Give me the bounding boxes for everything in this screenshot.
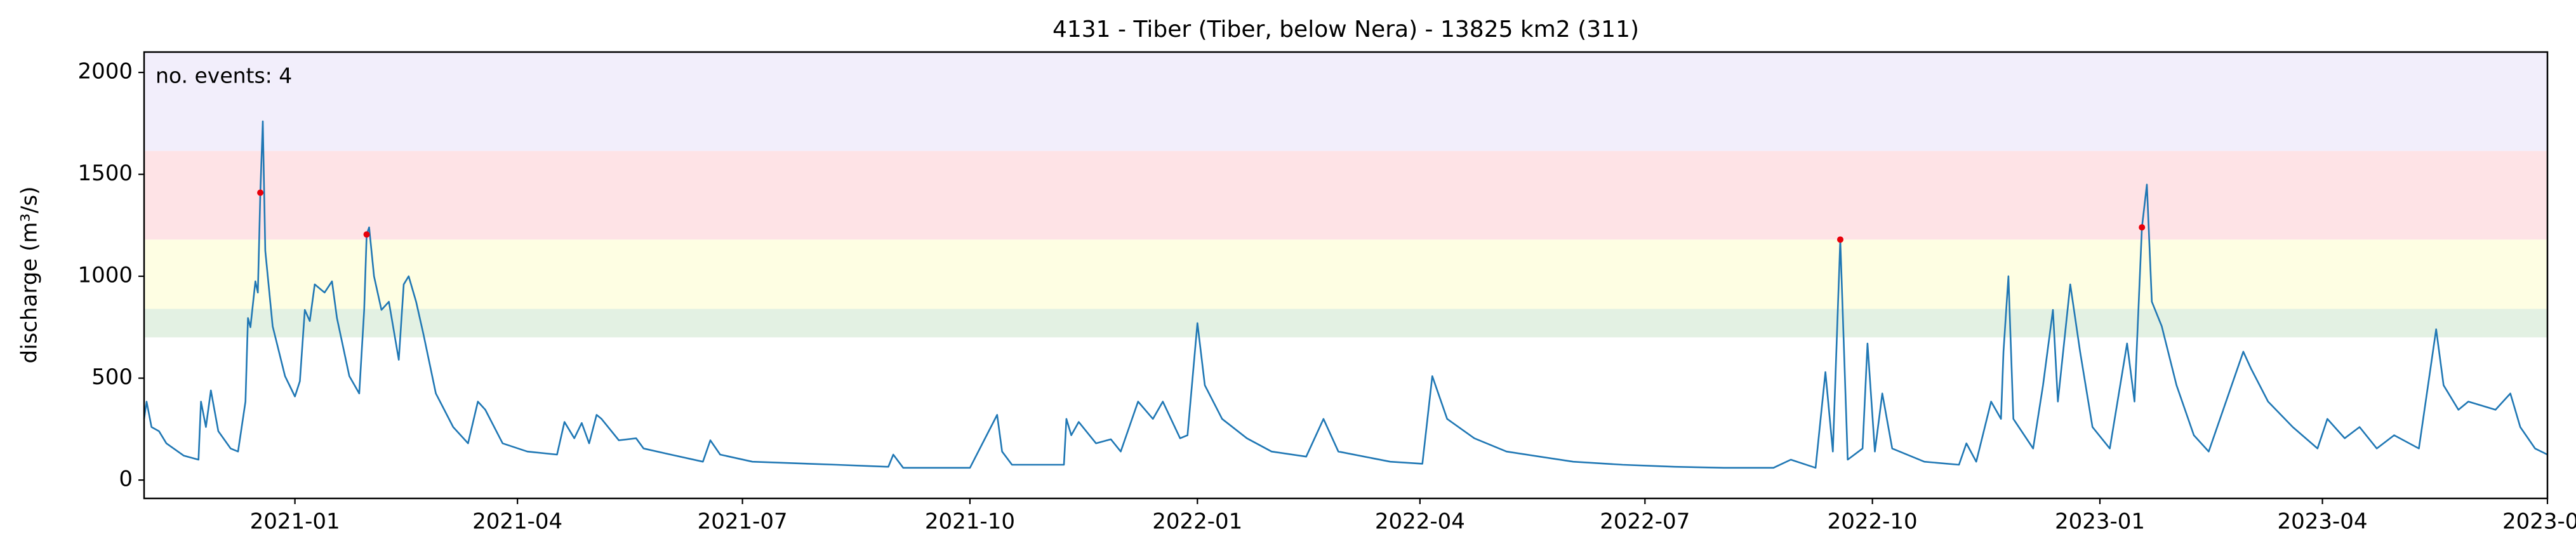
x-tick-label: 2023-04 bbox=[2278, 509, 2368, 535]
y-tick-label: 1500 bbox=[77, 161, 133, 186]
x-tick-label: 2022-01 bbox=[1152, 509, 1242, 535]
marks bbox=[143, 120, 2548, 469]
bands bbox=[144, 52, 2547, 338]
y-axis-label: discharge (m³/s) bbox=[17, 187, 43, 364]
x-tick-label: 2021-01 bbox=[250, 509, 340, 535]
event-point bbox=[363, 231, 370, 238]
x-tick-label: 2021-04 bbox=[472, 509, 562, 535]
x-tick-label: 2021-10 bbox=[925, 509, 1015, 535]
threshold-band bbox=[144, 239, 2547, 309]
plot-frame bbox=[143, 51, 2549, 500]
y-tick-label: 2000 bbox=[77, 59, 133, 84]
event-point bbox=[2139, 224, 2146, 231]
y-tick-label: 500 bbox=[91, 364, 133, 390]
y-tick-label: 0 bbox=[119, 467, 133, 492]
threshold-band bbox=[144, 150, 2547, 240]
event-point bbox=[1837, 236, 1844, 243]
axes: 0 500 1000 1500 2000 2021-01 2021-04 2021-07 202… bbox=[77, 59, 2576, 535]
chart-title: 4131 - Tiber (Tiber, below Nera) - 13825… bbox=[1052, 17, 1639, 43]
annotation: no. events: 4 bbox=[156, 63, 292, 88]
x-tick-label: 2023-01 bbox=[2055, 509, 2145, 535]
threshold-band bbox=[144, 52, 2547, 151]
threshold-band bbox=[144, 309, 2547, 338]
x-tick-label: 2022-10 bbox=[1828, 509, 1918, 535]
discharge-line bbox=[143, 120, 2548, 469]
x-tick-label: 2022-07 bbox=[1600, 509, 1690, 535]
x-tick-label: 2023-07 bbox=[2502, 509, 2576, 535]
y-tick-label: 1000 bbox=[77, 263, 133, 288]
event-point bbox=[257, 189, 264, 196]
x-tick-label: 2021-07 bbox=[698, 509, 788, 535]
x-tick-label: 2022-04 bbox=[1375, 509, 1465, 535]
